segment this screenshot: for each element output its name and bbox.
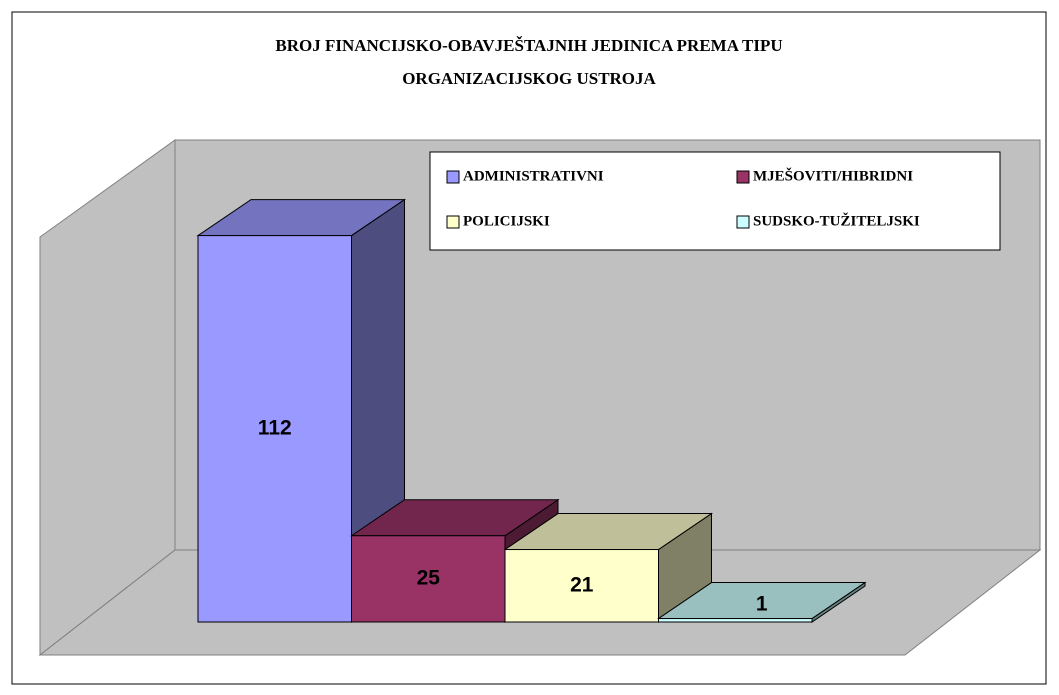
legend-swatch xyxy=(446,170,460,184)
bar xyxy=(351,535,506,623)
legend-label: ADMINISTRATIVNI xyxy=(463,168,604,184)
bar xyxy=(197,235,352,623)
legend-swatch xyxy=(736,215,750,229)
data-label: 25 xyxy=(417,566,441,589)
bar xyxy=(658,618,813,623)
chart-title: BROJ FINANCIJSKO-OBAVJEŠTAJNIH JEDINICA … xyxy=(275,36,782,55)
legend-label: POLICIJSKI xyxy=(463,213,550,229)
legend-swatch xyxy=(736,170,750,184)
chart-title: ORGANIZACIJSKOG USTROJA xyxy=(402,69,656,88)
legend-label: MJEŠOVITI/HIBRIDNI xyxy=(753,167,913,184)
legend xyxy=(429,151,1001,251)
legend-swatch xyxy=(446,215,460,229)
data-label: 21 xyxy=(570,573,594,596)
data-label: 1 xyxy=(756,593,768,616)
bar xyxy=(504,549,659,623)
data-label: 112 xyxy=(258,416,292,439)
legend-label: SUDSKO-TUŽITELJSKI xyxy=(753,212,920,229)
